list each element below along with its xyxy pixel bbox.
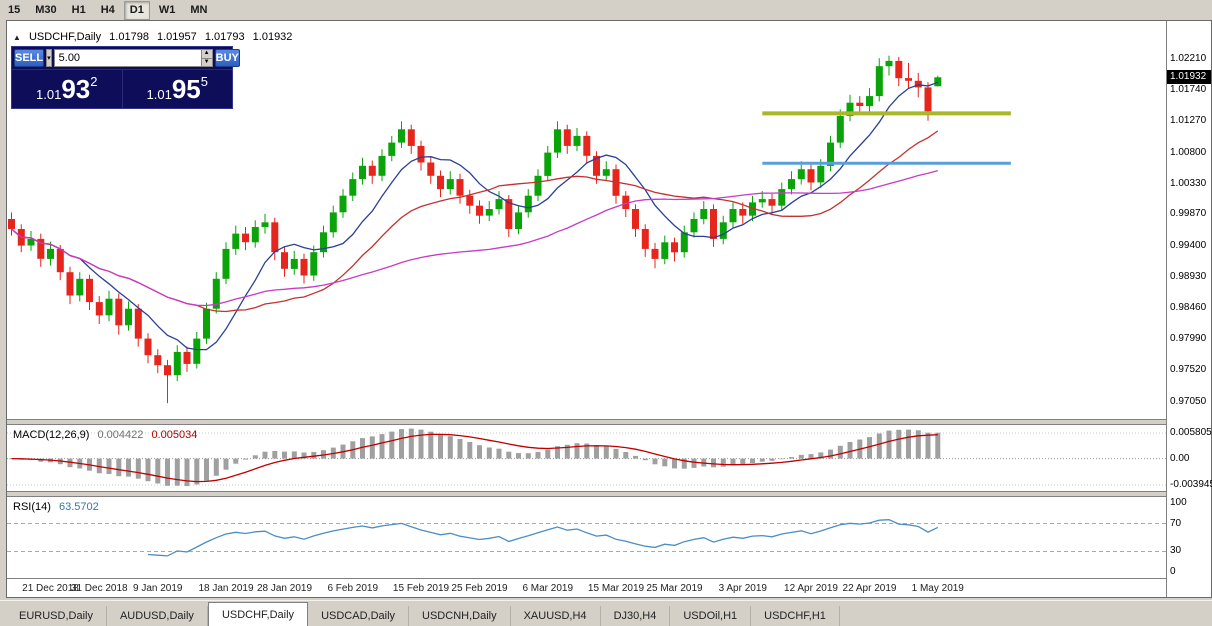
bid-price-pipette: 2 [90, 73, 98, 89]
bid-price-display[interactable]: 1.01 93 2 [12, 70, 122, 108]
bid-price-big-digits: 93 [61, 74, 91, 104]
one-click-toggle-icon[interactable]: ▲ [13, 33, 21, 42]
macd-main-value: 0.004422 [97, 429, 144, 441]
date-axis-label: 18 Jan 2019 [198, 583, 254, 594]
chart-tab-usdchf-daily[interactable]: USDCHF,Daily [207, 602, 309, 626]
price-axis-label: 0.99870 [1170, 208, 1207, 220]
date-axis-label: 12 Apr 2019 [784, 583, 838, 594]
macd-axis-label: 0.00 [1170, 452, 1190, 464]
price-axis-label: 1.01270 [1170, 115, 1207, 127]
date-axis-label: 15 Feb 2019 [392, 583, 450, 594]
ohlc-low: 1.01793 [204, 31, 245, 43]
date-axis-label: 1 May 2019 [911, 583, 964, 594]
rsi-panel-canvas[interactable] [7, 497, 1166, 578]
current-price-box: 1.01932 [1167, 70, 1211, 85]
timeframe-button-h1[interactable]: H1 [71, 4, 86, 16]
date-axis-label: 6 Mar 2019 [522, 583, 574, 594]
macd-header: MACD(12,26,9) 0.004422 0.005034 [13, 429, 202, 441]
panel-splitter[interactable] [7, 419, 1166, 425]
price-divider [121, 70, 123, 108]
date-axis-label: 3 Apr 2019 [718, 583, 767, 594]
price-axis-label: 0.97990 [1170, 333, 1207, 345]
date-axis-label: 9 Jan 2019 [133, 583, 183, 594]
volume-input[interactable] [54, 50, 201, 66]
chart-tab-usdcnh-daily[interactable]: USDCNH,Daily [409, 606, 511, 626]
macd-axis-label: -0.003945 [1170, 479, 1212, 490]
rsi-axis-label: 0 [1170, 566, 1176, 578]
macd-title: MACD(12,26,9) [13, 429, 90, 441]
ask-price-big-digits: 95 [171, 74, 201, 104]
panel-splitter[interactable] [7, 491, 1166, 497]
date-axis-label: 25 Mar 2019 [646, 583, 703, 594]
rsi-axis-label: 70 [1170, 517, 1182, 529]
rsi-axis-label: 30 [1170, 545, 1182, 557]
date-axis-label: 22 Apr 2019 [842, 583, 897, 594]
price-axis-label: 0.99400 [1170, 239, 1207, 251]
ohlc-close: 1.01932 [252, 31, 293, 43]
chart-tab-usdoil-h1[interactable]: USDOil,H1 [670, 606, 752, 626]
price-axis-label: 0.97520 [1170, 364, 1207, 376]
chevron-down-icon: ▾ [47, 55, 51, 62]
price-axis-label: 1.00800 [1170, 146, 1207, 158]
timeframe-button-d1[interactable]: D1 [123, 0, 150, 20]
chart-tab-eurusd-daily[interactable]: EURUSD,Daily [6, 606, 107, 626]
buy-button[interactable]: BUY [214, 49, 240, 67]
chart-tab-dj30-h4[interactable]: DJ30,H4 [601, 606, 671, 626]
volume-step-up-button[interactable]: ▲ [200, 50, 212, 58]
date-axis-label: 6 Feb 2019 [327, 583, 379, 594]
timeframe-button-w1[interactable]: W1 [158, 4, 176, 16]
chart-tab-xauusd-h4[interactable]: XAUUSD,H4 [511, 606, 601, 626]
timeframe-button-mn[interactable]: MN [190, 4, 208, 16]
date-axis: 21 Dec 2018 31 Dec 2018 9 Jan 2019 18 Jan 2… [7, 580, 1166, 597]
one-click-trading-panel: SELL ▾ ▲ ▼ BUY 1.01932 [11, 46, 240, 109]
price-axis-label: 1.00330 [1170, 177, 1207, 189]
date-axis-label: 21 Dec 2018 [22, 583, 79, 594]
bid-price-prefix: 1.01 [36, 87, 62, 102]
main-chart-canvas[interactable] [7, 21, 1166, 419]
rsi-title: RSI(14) [13, 501, 51, 513]
price-axis-label: 0.98930 [1170, 270, 1207, 282]
timeframe-toolbar: 15 M30 H1 H4 D1 W1 MN [0, 0, 1212, 20]
macd-panel-canvas[interactable] [7, 425, 1166, 491]
chart-tab-usdchf-h1[interactable]: USDCHF,H1 [751, 606, 840, 626]
volume-box: ▲ ▼ [53, 49, 213, 67]
date-axis-label: 25 Feb 2019 [451, 583, 508, 594]
date-axis-label: 15 Mar 2019 [587, 583, 645, 594]
chart-tabs-bar: EURUSD,Daily AUDUSD,Daily USDCHF,Daily USDC… [0, 600, 1212, 626]
chart-tab-usdcad-daily[interactable]: USDCAD,Daily [308, 606, 410, 626]
chart-window: 21 Dec 2018 31 Dec 2018 9 Jan 2019 18 Jan 2… [6, 20, 1212, 598]
timeframe-button-m30[interactable]: M30 [35, 4, 57, 16]
date-axis-divider [7, 578, 1166, 579]
macd-axis-label: 0.005805 [1170, 427, 1212, 438]
sell-button[interactable]: SELL [14, 49, 45, 67]
chart-tab-audusd-daily[interactable]: AUDUSD,Daily [107, 606, 208, 626]
date-axis-label: 28 Jan 2019 [256, 583, 313, 594]
rsi-header: RSI(14) 63.5702 [13, 501, 104, 513]
price-axis: 1.02210 1.01740 1.01270 1.00800 1.00330 0.998… [1166, 21, 1212, 597]
timeframe-button-h4[interactable]: H4 [100, 4, 115, 16]
rsi-value: 63.5702 [58, 501, 99, 513]
chart-symbol-label: USDCHF,Daily [28, 31, 102, 43]
ohlc-open: 1.01798 [109, 31, 149, 43]
chart-plots: 21 Dec 2018 31 Dec 2018 9 Jan 2019 18 Jan 2… [7, 21, 1166, 597]
timeframe-button-15[interactable]: 15 [8, 4, 21, 16]
date-axis-label: 31 Dec 2018 [70, 583, 128, 594]
volume-step-down-button[interactable]: ▼ [200, 57, 212, 66]
ask-price-pipette: 5 [200, 73, 208, 89]
macd-signal-value: 0.005034 [151, 429, 198, 441]
price-axis-label: 1.01740 [1170, 84, 1207, 96]
price-axis-label: 0.98460 [1170, 302, 1207, 314]
ask-price-display[interactable]: 1.01 95 5 [123, 70, 233, 108]
chart-ohlc-header: ▲ USDCHF,Daily 1.01798 1.01957 1.01793 1… [13, 31, 297, 43]
rsi-axis-label: 100 [1170, 496, 1187, 508]
price-axis-label: 1.02210 [1170, 52, 1207, 64]
volume-dropdown-button[interactable]: ▾ [46, 49, 52, 67]
volume-stepper: ▲ ▼ [200, 50, 212, 66]
ohlc-high: 1.01957 [157, 31, 197, 43]
ask-price-prefix: 1.01 [146, 87, 172, 102]
price-axis-label: 0.97050 [1170, 395, 1207, 407]
